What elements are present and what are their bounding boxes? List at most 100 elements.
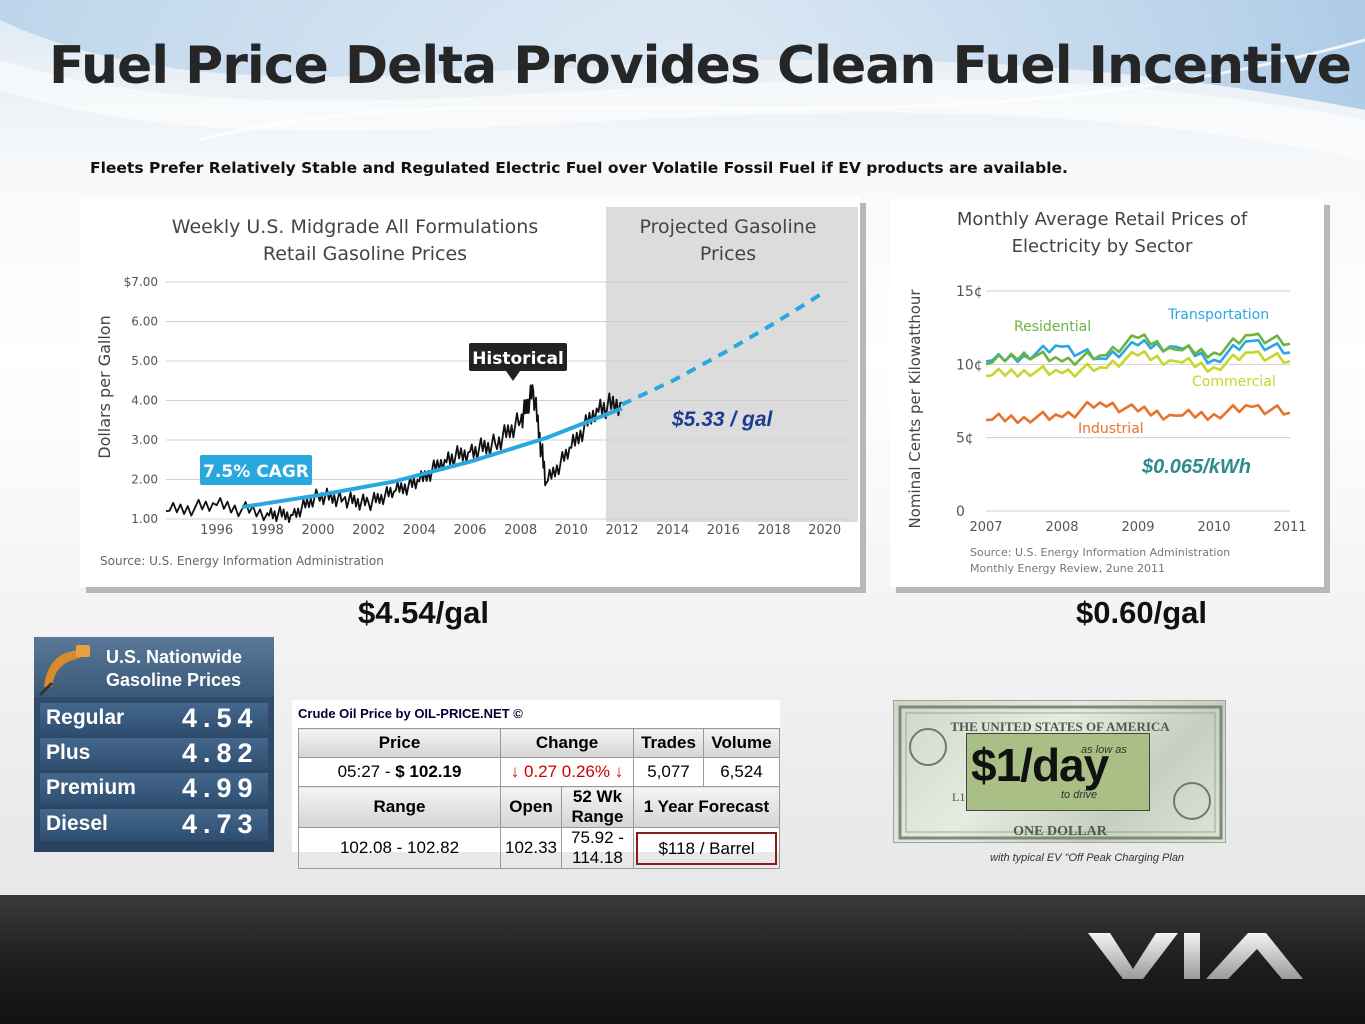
change-cell: ↓ 0.27 0.26% ↓ [500, 757, 634, 787]
gas-x-tick: 2010 [555, 523, 588, 538]
one-dollar-a-day-badge: as low as $1/day to drive [966, 733, 1150, 811]
electricity-chart-panel: Monthly Average Retail Prices of Electri… [890, 199, 1324, 587]
crude-caption[interactable]: Crude Oil Price by OIL-PRICE.NET © [298, 706, 523, 721]
projected-price-annotation: $5.33 / gal [672, 408, 773, 431]
elec-source-1: Source: U.S. Energy Information Administ… [970, 546, 1230, 559]
elec-x-tick: 2007 [969, 520, 1002, 535]
to-drive-label: to drive [1061, 789, 1098, 801]
dollar-bill-image: THE UNITED STATES OF AMERICA ONE DOLLAR … [893, 700, 1226, 843]
gas-x-tick: 2004 [403, 523, 436, 538]
via-logo [1088, 933, 1303, 979]
gas-grade-price: 4.54 [182, 703, 259, 733]
col-open-header: Open [500, 786, 562, 828]
gas-y-tick: 1.00 [131, 512, 158, 526]
header-wave-decoration [0, 0, 1365, 160]
gas-chart-title-1: Weekly U.S. Midgrade All Formulations [172, 216, 538, 238]
gas-grade-name: Premium [46, 776, 136, 799]
one-dollar-a-day-label: $1/day [971, 739, 1109, 791]
gas-row-diesel: Diesel 4.73 [40, 809, 268, 841]
gas-x-tick: 2016 [707, 523, 740, 538]
fuel-nozzle-icon [38, 645, 90, 697]
footer-bar [0, 895, 1365, 1024]
52wk-cell: 75.92 - 114.18 [561, 827, 634, 869]
elec-x-tick: 2010 [1197, 520, 1230, 535]
gas-y-axis-label: Dollars per Gallon [95, 315, 114, 459]
gas-x-tick: 1998 [251, 523, 284, 538]
gas-chart-title-2: Retail Gasoline Prices [263, 243, 467, 265]
elec-x-tick: 2011 [1273, 520, 1306, 535]
elec-x-tick: 2008 [1045, 520, 1078, 535]
col-trades-header: Trades [633, 728, 704, 758]
elec-y-tick: 15¢ [956, 284, 983, 300]
slide-title: Fuel Price Delta Provides Clean Fuel Inc… [49, 36, 1352, 96]
trades-cell: 5,077 [633, 757, 704, 787]
gas-grade-name: Diesel [46, 812, 108, 835]
transportation-line [985, 338, 1291, 365]
gas-board-title-1: U.S. Nationwide [106, 647, 243, 667]
elec-y-axis-label: Nominal Cents per Kilowatthour [906, 289, 924, 529]
price-time: 05:27 - [337, 762, 396, 781]
crude-oil-widget: Crude Oil Price by OIL-PRICE.NET © Price… [292, 700, 780, 869]
down-arrow-icon: ↓ [510, 762, 520, 781]
historical-label: Historical [472, 349, 564, 369]
gas-price-per-gallon: $4.54/gal [358, 595, 489, 630]
industrial-label: Industrial [1078, 421, 1144, 437]
crude-oil-table: Price Change Trades Volume 05:27 - $ 102… [298, 728, 780, 869]
projected-title-1: Projected Gasoline [640, 216, 817, 238]
projected-region [606, 207, 858, 522]
range-cell: 102.08 - 102.82 [298, 827, 501, 869]
gas-row-premium: Premium 4.99 [40, 773, 268, 805]
col-price-header: Price [298, 728, 501, 758]
price-value: $ 102.19 [395, 762, 462, 781]
down-arrow-icon: ↓ [614, 762, 624, 781]
projected-price-line [621, 290, 826, 407]
electricity-chart: Monthly Average Retail Prices of Electri… [906, 209, 1307, 575]
col-52wk-header: 52 Wk Range [561, 786, 634, 828]
gas-row-plus: Plus 4.82 [40, 738, 268, 770]
transportation-label: Transportation [1167, 307, 1269, 323]
gas-grade-name: Plus [46, 741, 91, 764]
slide-subtitle: Fleets Prefer Relatively Stable and Regu… [90, 159, 1068, 177]
residential-line [985, 332, 1291, 366]
cagr-trend-line [241, 406, 623, 510]
open-cell: 102.33 [500, 827, 562, 869]
gas-y-tick: 4.00 [131, 394, 158, 408]
cagr-label: 7.5% CAGR [203, 462, 309, 482]
gas-board-header: U.S. Nationwide Gasoline Prices [34, 637, 274, 697]
change-value: 0.27 0.26% [523, 762, 610, 781]
gas-y-tick: 5.00 [131, 354, 158, 368]
cagr-badge [200, 455, 312, 485]
gasoline-chart: Weekly U.S. Midgrade All Formulations Re… [95, 207, 858, 568]
gas-grade-name: Regular [46, 706, 125, 729]
price-cell: 05:27 - $ 102.19 [298, 757, 501, 787]
ev-charging-note: with typical EV "Off Peak Charging Plan [990, 852, 1185, 864]
kwh-price-annotation: $0.065/kWh [1142, 456, 1251, 478]
gas-x-tick: 2012 [605, 523, 638, 538]
elec-y-tick: 5¢ [956, 431, 974, 447]
gas-row-regular: Regular 4.54 [40, 703, 268, 735]
historical-badge [469, 343, 567, 371]
commercial-label: Commercial [1192, 374, 1276, 390]
commercial-line [985, 349, 1291, 378]
volume-cell: 6,524 [703, 757, 780, 787]
dollar-bill-art: THE UNITED STATES OF AMERICA ONE DOLLAR … [898, 705, 1223, 840]
gas-price-board: U.S. Nationwide Gasoline Prices Regular … [34, 637, 274, 852]
elec-chart-title-2: Electricity by Sector [1012, 236, 1193, 257]
col-change-header: Change [500, 728, 634, 758]
gas-x-tick: 2002 [352, 523, 385, 538]
gas-x-tick: 2018 [757, 523, 790, 538]
electric-price-per-gallon: $0.60/gal [1076, 595, 1207, 630]
col-forecast-header: 1 Year Forecast [633, 786, 780, 828]
gas-y-tick: $7.00 [124, 275, 158, 289]
industrial-line [985, 400, 1291, 425]
bill-top-text: THE UNITED STATES OF AMERICA [950, 719, 1170, 734]
residential-label: Residential [1014, 319, 1091, 335]
gasoline-chart-panel: Weekly U.S. Midgrade All Formulations Re… [80, 197, 860, 587]
gas-grade-price: 4.99 [182, 773, 259, 803]
gas-grade-price: 4.73 [182, 809, 259, 839]
forecast-highlight: $118 / Barrel [636, 831, 777, 865]
gas-x-tick: 1996 [200, 523, 233, 538]
gas-grade-price: 4.82 [182, 738, 259, 768]
elec-y-tick: 0 [956, 504, 965, 520]
forecast-cell: $118 / Barrel [633, 827, 780, 869]
